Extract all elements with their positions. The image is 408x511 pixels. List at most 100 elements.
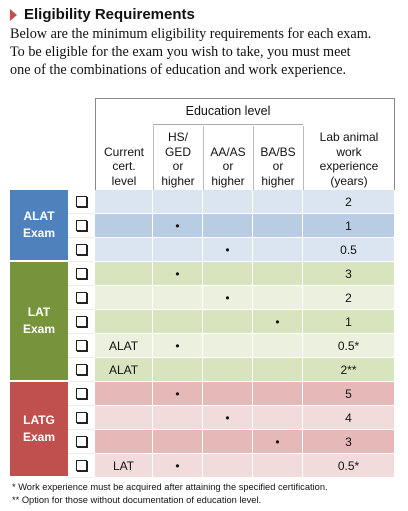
cell: 5 [303,382,395,406]
group-label: LAT Exam [10,262,68,382]
group-header: Education level [185,104,271,118]
checkbox-cell [68,238,95,262]
column-header-line: BA/BS [260,144,296,159]
title: Eligibility Requirements [24,6,195,23]
cell: • [203,238,253,262]
cell [95,262,153,286]
cell [153,286,203,310]
footnote: ** Option for those without documentatio… [12,495,262,505]
checkbox [75,460,87,471]
cell [253,286,303,310]
cell: 2** [303,358,395,382]
cell: 1 [303,310,395,334]
cell [203,334,253,358]
column-header-line: higher [161,173,195,188]
checkbox [75,292,87,303]
cell: • [153,334,203,358]
column-header-line: experience [319,159,379,173]
column-header-line: AA/AS [210,144,246,159]
cell [95,406,153,430]
column-header-line: higher [211,173,245,188]
cell [253,406,303,430]
cell: 0.5* [303,334,395,358]
title-marker [10,9,17,21]
column-header-line: or [172,159,184,173]
column-header-line: GED [164,144,191,159]
checkbox-cell [68,454,95,478]
cell [95,430,153,454]
cell [95,382,153,406]
intro-line: Below are the minimum eligibility requir… [10,26,372,42]
cell: ALAT [95,334,153,358]
checkbox [75,196,87,207]
column-header: Current cert. level [95,126,153,188]
cell [203,430,253,454]
cell: • [153,454,203,478]
column-header: BA/BS or higher [253,126,303,188]
cell [253,214,303,238]
checkbox-cell [68,334,95,358]
intro-line: To be eligible for the exam you wish to … [10,44,351,60]
cell: • [253,310,303,334]
cell [153,190,203,214]
column-separator [253,126,254,190]
cell [95,238,153,262]
cell: ALAT [95,358,153,382]
cell: 0.5 [303,238,395,262]
cell [203,382,253,406]
group-underline [153,124,303,125]
checkbox-cell [68,310,95,334]
cell [95,310,153,334]
cell [253,262,303,286]
cell: 3 [303,430,395,454]
cell: • [153,262,203,286]
cell: • [203,286,253,310]
cell: 3 [303,262,395,286]
cell: • [253,430,303,454]
column-separator [153,126,154,190]
checkbox-cell [68,406,95,430]
column-header: HS/GED or higher [153,126,203,188]
column-header-line: cert. [112,159,136,173]
cell: 4 [303,406,395,430]
checkbox [75,436,87,447]
checkbox-cell [68,358,95,382]
cell [153,310,203,334]
column-header-line: or [222,159,234,173]
cell [153,406,203,430]
cell [153,238,203,262]
checkbox [75,364,87,375]
column-header: AA/AS or higher [203,126,253,188]
footnote: * Work experience must be acquired after… [12,482,328,492]
cell [153,358,203,382]
cell [95,214,153,238]
header-box [95,98,395,190]
cell: • [203,406,253,430]
checkbox [75,388,87,399]
cell [203,262,253,286]
checkbox [75,412,87,423]
cell [253,190,303,214]
column-header-line: HS/ [167,130,188,144]
checkbox-cell [68,262,95,286]
cell [203,454,253,478]
cell [253,382,303,406]
checkbox [75,316,87,327]
checkbox-cell [68,190,95,214]
column-header-line: Lab animal [319,130,379,144]
checkbox [75,268,87,279]
cell: • [153,214,203,238]
column-header-line: (years) [330,173,368,188]
column-header-line: or [272,159,284,173]
column-header-line: level [111,173,137,188]
cell [253,358,303,382]
cell [253,238,303,262]
cell: 2 [303,190,395,214]
checkbox-cell [68,382,95,406]
cell: LAT [95,454,153,478]
checkbox-cell [68,430,95,454]
intro-line: one of the combinations of education and… [10,62,347,78]
checkbox [75,220,87,231]
cell [203,310,253,334]
